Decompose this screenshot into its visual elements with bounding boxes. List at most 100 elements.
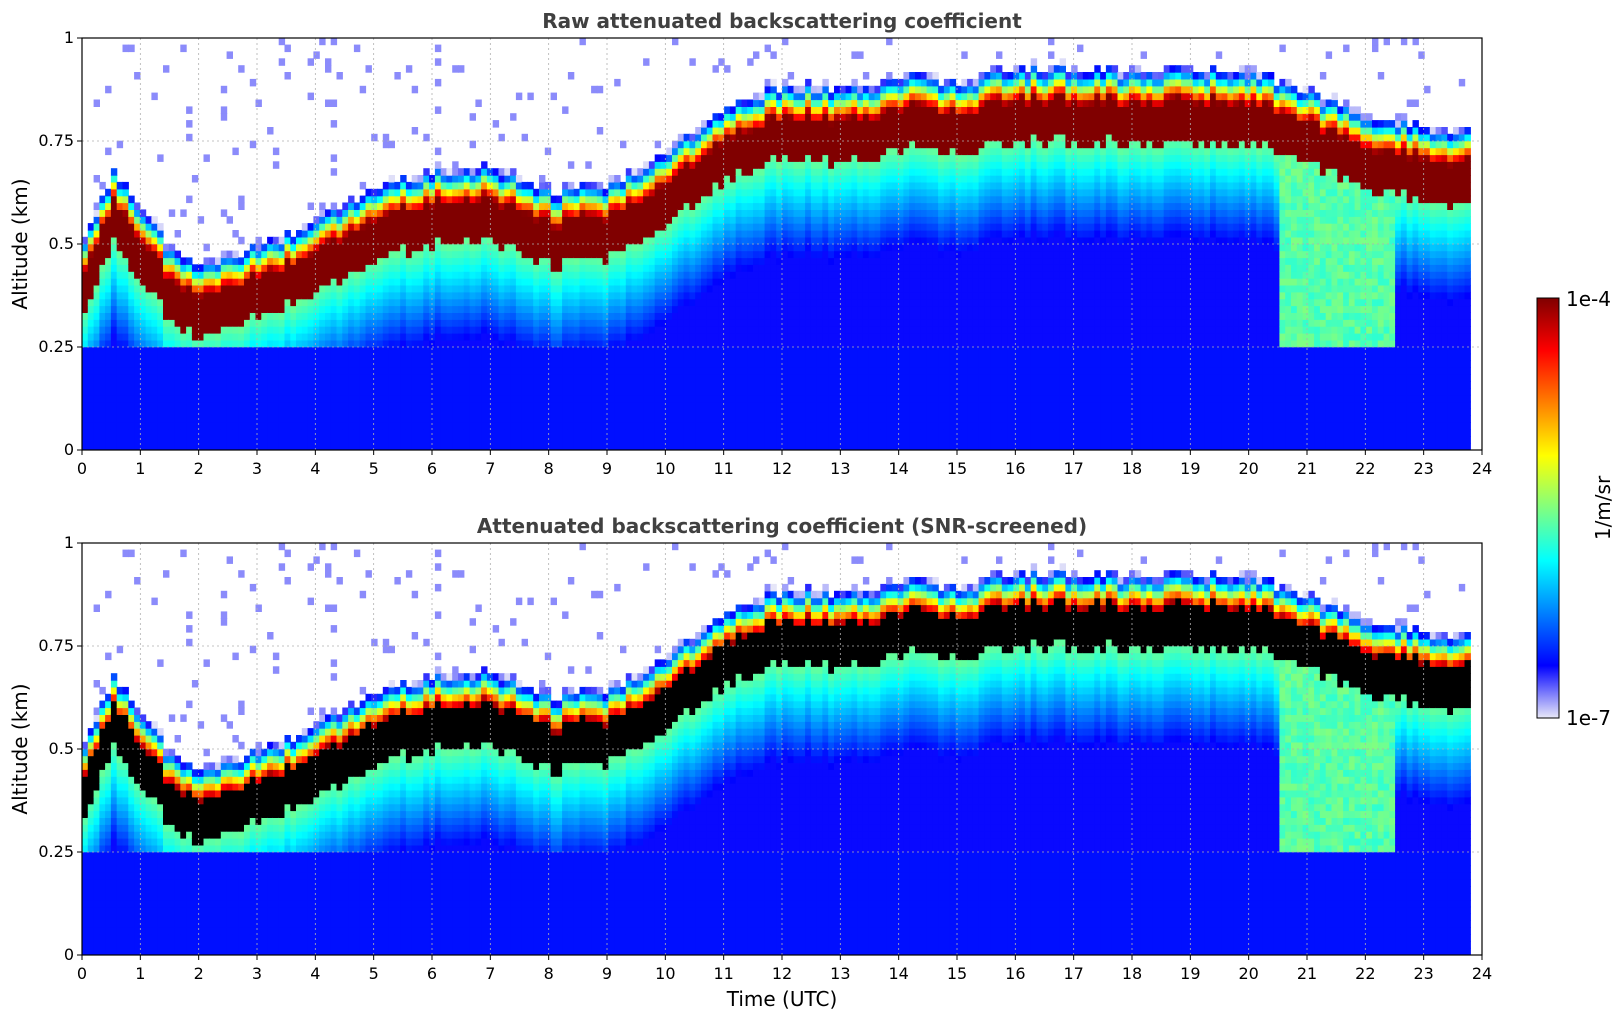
x-tick-label: 10 (655, 964, 675, 983)
heatmap-column (1181, 570, 1188, 956)
heatmap-column (209, 257, 216, 451)
heatmap-column (1458, 78, 1466, 451)
heatmap-column (296, 735, 303, 956)
heatmap-column (255, 604, 262, 956)
heatmap-column (1198, 577, 1205, 956)
x-tick-label: 21 (1297, 459, 1317, 478)
heatmap-column (1238, 570, 1246, 956)
heatmap-column (417, 175, 424, 451)
heatmap-column (724, 65, 731, 451)
heatmap-column (660, 659, 667, 956)
heatmap-column (596, 590, 604, 956)
heatmap-column (660, 154, 667, 451)
x-tick-label: 1 (135, 964, 145, 983)
heatmap-column (1088, 577, 1095, 956)
heatmap-column (1152, 72, 1159, 451)
heatmap-column (197, 216, 205, 451)
heatmap-column (1250, 65, 1257, 451)
heatmap-column (793, 590, 800, 956)
raw-y-ticks: 0 0.25 0.5 0.75 1 (38, 28, 82, 459)
heatmap-column (1117, 577, 1124, 956)
raw-x-ticks: 0 1 2 3 4 5 6 7 8 9 10 11 12 13 14 15 16 17 18 19 20 21 22 23 24 (77, 450, 1492, 478)
heatmap-column (359, 85, 367, 451)
heatmap-column (1204, 577, 1211, 956)
heatmap-column (776, 597, 783, 956)
heatmap-column (579, 37, 586, 451)
x-tick-label: 14 (888, 964, 908, 983)
heatmap-column (1389, 625, 1396, 956)
heatmap-column (938, 590, 945, 956)
heatmap-column (747, 563, 754, 956)
heatmap-column (643, 563, 650, 956)
x-tick-label: 19 (1180, 964, 1200, 983)
heatmap-column (943, 78, 951, 451)
heatmap-column (990, 65, 997, 451)
x-tick-label: 19 (1180, 459, 1200, 478)
heatmap-column (110, 673, 118, 956)
heatmap-column (689, 58, 696, 451)
heatmap-column (573, 693, 581, 956)
heatmap-column (845, 590, 852, 956)
heatmap-column (614, 583, 621, 956)
heatmap-column (816, 85, 824, 451)
heatmap-column (1354, 611, 1361, 956)
heatmap-column (1319, 72, 1327, 451)
heatmap-column (128, 44, 135, 451)
heatmap-column (215, 762, 222, 956)
heatmap-column (1215, 51, 1223, 451)
heatmap-column (996, 556, 1003, 956)
x-tick-label: 6 (427, 459, 437, 478)
heatmap-column (93, 99, 100, 451)
heatmap-column (1030, 58, 1038, 451)
heatmap-column (1464, 127, 1471, 451)
heatmap-column (174, 230, 181, 451)
heatmap-column (110, 168, 118, 451)
heatmap-column (1360, 113, 1367, 451)
heatmap-column (1007, 577, 1014, 956)
heatmap-column (394, 577, 401, 956)
heatmap-column (839, 590, 847, 956)
heatmap-column (191, 175, 199, 451)
heatmap-column (1077, 549, 1084, 956)
heatmap-column (405, 570, 413, 956)
heatmap-column (1210, 65, 1217, 451)
heatmap-column (417, 680, 424, 956)
heatmap-column (481, 666, 488, 956)
heatmap-column (521, 133, 528, 451)
heatmap-column (134, 72, 141, 451)
heatmap-column (943, 583, 951, 956)
heatmap-column (134, 577, 141, 956)
heatmap-column (753, 51, 760, 451)
heatmap-column (215, 257, 222, 451)
heatmap-column (793, 85, 800, 451)
heatmap-column (984, 577, 991, 956)
heatmap-column (226, 556, 233, 956)
heatmap-column (1302, 590, 1309, 956)
heatmap-column (862, 72, 870, 451)
y-tick-label: 0.5 (49, 739, 74, 758)
heatmap-column (961, 556, 968, 956)
heatmap-column (1048, 542, 1055, 956)
x-tick-label: 24 (1472, 964, 1492, 983)
heatmap-column (458, 570, 465, 956)
heatmap-column (602, 693, 609, 956)
heatmap-column (1302, 85, 1309, 451)
heatmap-column (625, 168, 633, 451)
heatmap-column (405, 65, 413, 451)
colorbar: 1e-4 1e-7 1/m/sr (1536, 287, 1615, 730)
heatmap-column (608, 175, 615, 451)
heatmap-column (186, 106, 193, 451)
heatmap-column (296, 230, 303, 451)
heatmap-column (191, 680, 199, 956)
heatmap-column (1030, 563, 1038, 956)
heatmap-column (1129, 65, 1136, 451)
heatmap-column (1447, 638, 1454, 956)
x-tick-label: 17 (1063, 964, 1083, 983)
heatmap-column (550, 92, 557, 451)
heatmap-column (683, 638, 690, 956)
raw-y-axis-label: Altitude (km) (8, 178, 32, 309)
colorbar-unit-label: 1/m/sr (1591, 475, 1615, 540)
heatmap-column (377, 693, 384, 956)
heatmap-column (498, 133, 505, 451)
heatmap-column (654, 645, 662, 956)
